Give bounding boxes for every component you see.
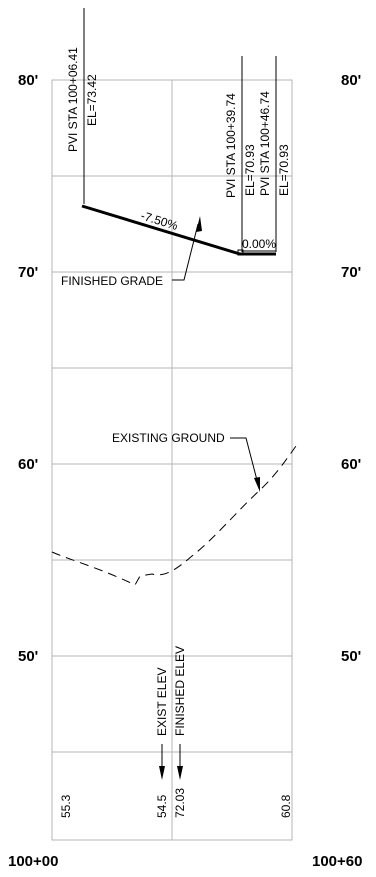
finished-grade (81, 204, 276, 256)
grade-label-second: 0.00% (242, 237, 276, 251)
pvi-1-elevation-label: EL=73.42 (85, 74, 99, 126)
elev-label-70-right: 70' (341, 264, 361, 281)
pvi-2-station-label: PVI STA 100+39.74 (224, 93, 238, 198)
bottom-elev-value-right: 60.8 (279, 794, 293, 818)
station-label-end: 100+60 (312, 853, 362, 870)
finished-grade-segment-1 (81, 204, 241, 256)
finished-elev-value: 72.03 (173, 788, 187, 818)
exist-elev-value: 54.5 (155, 794, 169, 818)
existing-ground-leader (230, 437, 259, 485)
pvi-3-station-label: PVI STA 100+46.74 (258, 91, 272, 196)
pvi-1-station-label: PVI STA 100+06.41 (66, 47, 80, 152)
existing-ground-arrowhead (254, 477, 260, 492)
existing-ground-callout-text: EXISTING GROUND (112, 431, 225, 445)
station-label-start: 100+00 (8, 853, 58, 870)
elev-label-50-left: 50' (18, 648, 38, 665)
elev-label-70-left: 70' (18, 264, 38, 281)
existing-ground-line (51, 445, 297, 586)
bottom-elev-value-left: 55.3 (59, 794, 73, 818)
elev-label-80-right: 80' (341, 72, 361, 89)
elev-label-50-right: 50' (341, 648, 361, 665)
exist-elev-label: EXIST ELEV (155, 668, 169, 736)
elev-label-60-left: 60' (18, 456, 38, 473)
exist-elev-arrowhead (159, 766, 165, 780)
pvi-marker (237, 249, 244, 256)
elev-label-80-left: 80' (18, 72, 38, 89)
finished-grade-callout-text: FINISHED GRADE (61, 274, 163, 288)
finished-grade-callout: FINISHED GRADE (61, 216, 202, 288)
finished-elev-label: FINISHED ELEV (173, 646, 187, 736)
elev-label-60-right: 60' (341, 456, 361, 473)
grid (51, 79, 293, 841)
finished-elev-arrowhead (177, 766, 183, 780)
pvi-2-elevation-label: EL=70.93 (243, 144, 257, 196)
finished-grade-arrowhead (196, 216, 202, 232)
existing-ground-callout: EXISTING GROUND (112, 431, 260, 492)
pvi-3-elevation-label: EL=70.93 (277, 144, 291, 196)
finished-grade-leader (172, 223, 199, 281)
